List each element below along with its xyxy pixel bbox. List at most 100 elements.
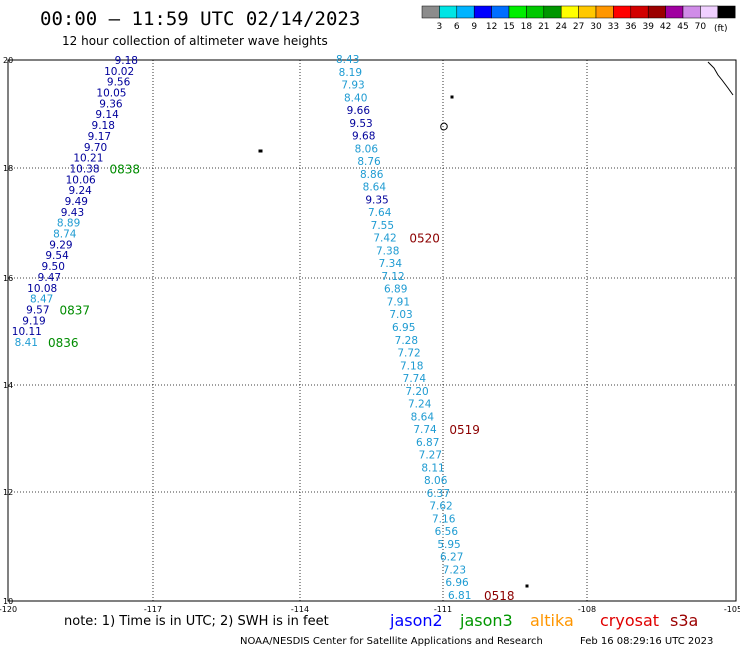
colorbar-tick-label: 45 [677, 22, 688, 32]
colorbar-unit: (ft) [714, 24, 728, 34]
colorbar-tick-label: 33 [608, 22, 619, 32]
colorbar-swatch [578, 5, 597, 19]
colorbar-swatch [682, 5, 701, 19]
wave-height-value: 9.43 [61, 207, 84, 219]
longitude-label: -117 [144, 605, 162, 614]
wave-height-colorbar: 3 6 9 12 15 18 21 24 27 30 33 36 39 42 45 70 [421, 5, 736, 32]
satellite-legend: jason2 jason3 altika cryosat s3a [389, 611, 698, 630]
colorbar-tick-label: 3 [437, 22, 443, 32]
wave-height-value: 8.43 [336, 54, 359, 66]
satellite-name-s3a: s3a [670, 611, 698, 630]
wave-height-value: 7.16 [432, 513, 456, 525]
colorbar-swatch [526, 5, 545, 19]
wave-height-value: 8.19 [339, 67, 362, 79]
map-axes: -120 -117 -114 -111 -108 -105 20 18 16 14 12 10 [0, 56, 740, 614]
map-grid [8, 60, 736, 601]
wave-height-value: 7.64 [368, 207, 392, 219]
wave-height-value: 6.27 [440, 552, 463, 564]
wave-height-value: 9.53 [349, 118, 372, 130]
longitude-label: -108 [578, 605, 596, 614]
colorbar-tick-label: 12 [486, 22, 497, 32]
colorbar-swatch [595, 5, 614, 19]
pass-time-label: 0518 [484, 589, 515, 603]
colorbar-tick-label: 27 [573, 22, 584, 32]
wave-height-value: 7.27 [419, 450, 442, 462]
wave-height-value: 9.57 [26, 304, 49, 316]
wave-height-value: 6.89 [384, 284, 407, 296]
footer-timestamp: Feb 16 08:29:16 UTC 2023 [580, 636, 713, 647]
wave-height-value: 9.56 [107, 77, 131, 89]
satellite-name-cryosat: cryosat [600, 611, 659, 630]
wave-height-value: 10.08 [27, 283, 57, 295]
colorbar-swatch [473, 5, 492, 19]
latitude-label: 16 [3, 274, 13, 283]
wave-height-value: 8.64 [363, 182, 387, 194]
wave-height-value: 10.02 [104, 66, 134, 78]
footer-credit: NOAA/NESDIS Center for Satellite Applica… [240, 636, 543, 647]
wave-height-value: 8.64 [411, 411, 435, 423]
colorbar-tick-label: 21 [538, 22, 549, 32]
colorbar-swatch [560, 5, 579, 19]
satellite-name-altika: altika [530, 611, 574, 630]
wave-height-value: 7.74 [413, 424, 437, 436]
wave-height-value: 9.29 [49, 239, 72, 251]
map-frame [7, 59, 737, 602]
wave-height-value: 7.38 [376, 245, 399, 257]
wave-height-value: 6.81 [448, 590, 471, 602]
wave-height-value: 8.06 [355, 143, 379, 155]
wave-height-value: 9.50 [42, 261, 65, 273]
wave-height-value: 9.49 [65, 196, 88, 208]
satellite-name-jason2: jason2 [389, 611, 443, 630]
wave-height-value: 9.68 [352, 131, 375, 143]
wave-height-value: 8.86 [360, 169, 384, 181]
latitude-label: 20 [3, 56, 13, 65]
latitude-label: 14 [3, 381, 13, 390]
colorbar-swatch [508, 5, 527, 19]
colorbar-tick-label: 6 [454, 22, 460, 32]
wave-height-value: 9.18 [92, 120, 115, 132]
wave-height-value: 9.47 [38, 272, 61, 284]
colorbar-swatch [491, 5, 510, 19]
colorbar-swatch [421, 5, 440, 19]
longitude-label: -105 [724, 605, 740, 614]
pass-time-label: 0836 [48, 336, 79, 350]
page-subtitle: 12 hour collection of altimeter wave hei… [62, 34, 328, 48]
wave-height-value: 6.37 [427, 488, 450, 500]
longitude-label: -111 [434, 605, 452, 614]
colorbar-tick-label: 36 [625, 22, 637, 32]
wave-height-value: 9.35 [365, 194, 388, 206]
altimeter-tracks: 9.1810.029.5610.059.369.149.189.179.7010… [12, 54, 515, 603]
colorbar-tick-label: 18 [521, 22, 533, 32]
wave-height-value: 8.40 [344, 92, 367, 104]
colorbar-swatch [630, 5, 649, 19]
wave-height-value: 10.21 [73, 153, 103, 165]
wave-height-value: 10.11 [12, 326, 42, 338]
colorbar-tick-label: 39 [642, 22, 654, 32]
wave-height-value: 7.62 [429, 501, 452, 513]
wave-height-value: 7.03 [389, 309, 412, 321]
colorbar-tick-label: 42 [660, 22, 671, 32]
wave-height-value: 8.74 [53, 229, 77, 241]
wave-height-value: 7.42 [373, 233, 396, 245]
colorbar-swatch [543, 5, 562, 19]
wave-height-value: 8.89 [57, 218, 80, 230]
colorbar-swatch [456, 5, 475, 19]
page-title: 00:00 – 11:59 UTC 02/14/2023 [40, 8, 360, 30]
wave-height-value: 8.47 [30, 294, 53, 306]
wave-height-value: 9.14 [95, 109, 119, 121]
wave-height-value: 7.74 [403, 373, 427, 385]
wave-height-value: 6.56 [435, 526, 459, 538]
pass-time-label: 0838 [110, 162, 141, 176]
wave-height-value: 9.54 [45, 250, 69, 262]
wave-height-value: 6.87 [416, 437, 439, 449]
pass-time-label: 0520 [409, 232, 440, 246]
longitude-label: -120 [0, 605, 17, 614]
wave-height-value: 9.24 [68, 185, 92, 197]
colorbar-swatch [700, 5, 719, 19]
pass-time-label: 0837 [60, 303, 91, 317]
colorbar-swatch [613, 5, 632, 19]
latitude-label: 10 [3, 597, 13, 606]
colorbar-swatch [439, 5, 458, 19]
satellite-name-jason3: jason3 [459, 611, 513, 630]
